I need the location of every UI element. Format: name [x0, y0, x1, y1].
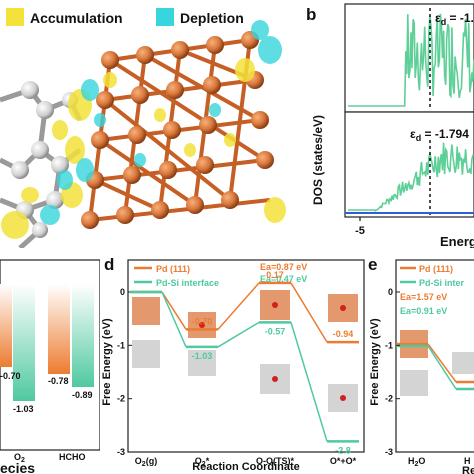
accumulation-label: Accumulation	[30, 10, 123, 26]
dos-ylabel: DOS (states/eV)	[311, 115, 325, 205]
d-link-1-2	[217, 321, 260, 348]
dos-bottom-line	[348, 142, 474, 212]
panel-d-frame	[127, 259, 365, 453]
d-value-label: 0.17	[266, 270, 284, 280]
dos-top-series	[348, 13, 474, 107]
panel-e: e Free Energy (eV) Pd (111) Pd-Si inter …	[366, 252, 474, 474]
d-xtick-3: O*+O*	[330, 456, 357, 466]
cat-o2: O2	[14, 452, 25, 464]
panel-d-ylabel: Free Energy (eV)	[101, 318, 113, 406]
legend-pd: Pd (111)	[156, 264, 190, 274]
d-ytick-label: 0	[120, 287, 125, 297]
legend-e-pd: Pd (111)	[419, 264, 453, 274]
dos-top-line	[348, 13, 474, 107]
panel-e-frame	[395, 259, 474, 453]
dos-bottom-frame	[344, 111, 474, 218]
legend-pdsi: Pd-Si interface	[156, 278, 219, 288]
d-link-0-2	[217, 282, 260, 330]
d-value-label: -0.94	[333, 329, 354, 339]
e-ytick-label: -2	[385, 394, 393, 404]
e-pd-link	[427, 343, 457, 383]
panel-b-letter: b	[306, 5, 316, 24]
panel-e-xlabel: Rea	[462, 465, 474, 474]
d-value-label: -0.70	[192, 316, 213, 326]
accumulation-blobs	[1, 58, 286, 239]
bar-o2-green	[13, 284, 35, 401]
d-value-label: -0.57	[265, 326, 286, 336]
d-value-label: -2.8	[335, 445, 351, 455]
panel-d-xticks: O2(g) O2* O-O(TS)* O*+O*	[135, 456, 357, 468]
ea-e-pd: Ea=1.57 eV	[400, 292, 447, 302]
e-ytick-label: -1	[385, 340, 393, 350]
depletion-blobs	[40, 20, 282, 225]
ea-pd: Ea=0.87 eV	[260, 262, 307, 272]
d-link-1-3	[290, 322, 328, 442]
e-xtick-h: H	[464, 456, 471, 466]
structure-thumbnails	[132, 290, 358, 412]
dos-bottom-series	[348, 142, 474, 212]
panel-d-letter: d	[104, 255, 114, 274]
d-ytick-label: -3	[117, 447, 125, 457]
dos-xlabel: Energy	[440, 234, 474, 248]
accumulation-swatch	[6, 8, 24, 26]
thumb-pd-1	[132, 297, 160, 325]
bar-hcho-green	[72, 284, 94, 387]
panel-e-letter: e	[368, 255, 377, 274]
ed-top-label: εd = -1.86	[435, 11, 474, 27]
d-value-label: -1.03	[192, 351, 213, 361]
free-energy-chart-d: d Free Energy (eV) 0 -1 -2 -3 Pd (111) Pd-S…	[101, 255, 365, 473]
panel-d-xlabel: Reaction Coordinate	[192, 461, 300, 473]
e-xtick-h2o: H2O	[408, 456, 425, 468]
thumb-pdsi-1	[132, 340, 160, 368]
charge-density-illustration: Accumulation Depletion	[0, 8, 286, 248]
d-link-0-3	[290, 282, 328, 343]
panel-e-yticks: 0 -1 -2 -3	[385, 287, 400, 457]
bar-o2-orange	[0, 284, 12, 367]
d-ytick-label: -1	[117, 340, 125, 350]
free-energy-chart-e: e Free Energy (eV) Pd (111) Pd-Si inter …	[368, 255, 474, 474]
dos-tick-label: -5	[355, 225, 365, 237]
d-link-1-1	[161, 291, 187, 348]
d-xtick-1: O2*	[195, 456, 210, 468]
ea-pdsi: Ea=0.47 eV	[260, 274, 307, 284]
d-link-0-1	[161, 291, 187, 330]
d-xtick-0: O2(g)	[135, 456, 157, 468]
panel-a: Accumulation Depletion	[0, 0, 300, 248]
ed-bottom-label: εd = -1.794	[410, 127, 469, 143]
panel-c-frame	[0, 259, 100, 451]
cat-hcho: HCHO	[59, 452, 86, 462]
dos-chart: b DOS (states/eV) εd = -1.86 εd = -1.794…	[306, 3, 474, 248]
val-o2-orange: -0.70	[0, 371, 21, 381]
panel-d: d Free Energy (eV) 0 -1 -2 -3 Pd (111) Pd-S…	[100, 252, 366, 474]
e-pdsi-link	[427, 345, 457, 390]
pd-atoms	[81, 31, 274, 229]
bar-chart-c: -0.70 -1.03 -0.78 -0.89 O2 HCHO ecies	[0, 259, 100, 474]
legend-e-pdsi: Pd-Si inter	[419, 278, 465, 288]
panel-d-yticks: 0 -1 -2 -3	[117, 287, 132, 457]
panel-b: b DOS (states/eV) εd = -1.86 εd = -1.794…	[300, 0, 474, 248]
panel-e-ylabel: Free Energy (eV)	[369, 318, 381, 406]
val-hcho-green: -0.89	[72, 390, 93, 400]
panel-c-xlabel: ecies	[0, 460, 35, 474]
panel-c: -0.70 -1.03 -0.78 -0.89 O2 HCHO ecies	[0, 252, 100, 474]
ea-e-pdsi: Ea=0.91 eV	[400, 306, 447, 316]
depletion-swatch	[156, 8, 174, 26]
thumb-e-pdsi	[400, 370, 428, 396]
bar-hcho-orange	[48, 284, 70, 374]
e-ytick-label: 0	[388, 287, 393, 297]
panel-d-series: -0.70 0.17 -0.94 -1.03 -0.57 -2.8	[130, 270, 359, 455]
thumb-pdsi-2	[188, 350, 216, 376]
thumb-e-pdsi-2	[452, 352, 474, 374]
e-ytick-label: -3	[385, 447, 393, 457]
d-xtick-2: O-O(TS)*	[256, 456, 294, 466]
val-hcho-orange: -0.78	[48, 376, 69, 386]
d-ytick-label: -2	[117, 394, 125, 404]
depletion-label: Depletion	[180, 10, 244, 26]
val-o2-green: -1.03	[13, 404, 34, 414]
